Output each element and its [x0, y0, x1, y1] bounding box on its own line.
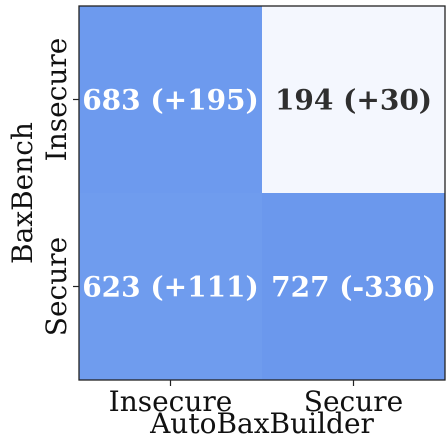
x-tick-label: Insecure [109, 385, 233, 418]
x-axis-label: AutoBaxBuilder [149, 407, 374, 440]
x-tick-label: Secure [304, 385, 403, 418]
heatmap-cell [79, 193, 262, 380]
heatmap-cell [262, 193, 445, 380]
axis-ticks: Insecure Secure Insecure Secure [40, 38, 403, 418]
cell-value-label: 683 (+195) [82, 84, 259, 117]
plot-frame [78, 5, 446, 381]
y-tick-label: Secure [40, 237, 73, 336]
cell-value-label: 194 (+30) [275, 84, 432, 117]
y-axis-label: BaxBench [6, 122, 39, 264]
cell-value-label: 623 (+111) [82, 271, 259, 304]
heatmap-cells: 683 (+195) 194 (+30) 623 (+111) 727 (-336) [79, 6, 445, 380]
cell-value-label: 727 (-336) [271, 271, 436, 304]
y-tick-label: Insecure [40, 38, 73, 162]
heatmap-cell [262, 6, 445, 193]
heatmap-cell [79, 6, 262, 193]
